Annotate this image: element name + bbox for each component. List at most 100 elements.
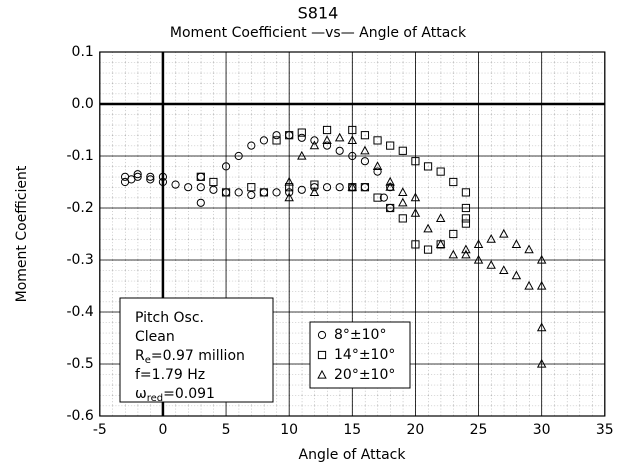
annotation-part: red: [147, 393, 163, 404]
marker: [322, 135, 332, 144]
marker: [461, 249, 471, 259]
marker: [284, 192, 294, 202]
x-tick-label: 15: [343, 422, 361, 438]
marker: [297, 185, 306, 194]
marker: [411, 240, 420, 249]
x-tick-label: 5: [222, 422, 231, 438]
x-tick-label: 30: [533, 422, 551, 438]
marker: [373, 136, 382, 145]
marker: [398, 214, 407, 223]
marker: [348, 151, 357, 161]
marker: [499, 265, 509, 274]
x-axis-label: Angle of Attack: [299, 447, 407, 463]
marker: [473, 254, 484, 264]
marker: [411, 157, 420, 166]
marker: [386, 203, 395, 213]
annotation-part: R: [135, 348, 145, 364]
marker: [171, 180, 180, 189]
marker: [524, 244, 534, 254]
marker: [347, 182, 358, 191]
y-tick-label: 0.0: [72, 96, 94, 112]
marker: [486, 234, 496, 243]
marker: [461, 219, 471, 228]
annotation: ωred=0.091: [135, 386, 215, 404]
x-tick-label: -5: [93, 422, 107, 438]
marker: [146, 172, 155, 181]
marker: [196, 183, 205, 192]
plot-frame: [99, 51, 606, 417]
marker: [272, 136, 281, 145]
marker: [317, 330, 327, 340]
marker: [309, 140, 320, 150]
y-tick-label: -0.4: [66, 304, 93, 320]
marker: [448, 249, 459, 259]
chart-subtitle: Moment Coefficient —vs— Angle of Attack: [170, 25, 467, 41]
marker: [360, 145, 370, 155]
marker: [511, 239, 522, 248]
marker: [247, 183, 256, 192]
marker: [536, 280, 547, 290]
marker: [133, 170, 142, 179]
marker: [221, 162, 231, 171]
marker: [297, 133, 306, 142]
marker: [423, 223, 433, 233]
annotation-part: e: [145, 355, 151, 366]
marker: [259, 188, 269, 197]
marker: [423, 162, 433, 171]
legend-label: 8°±10°: [334, 327, 386, 343]
annotation: Re=0.97 million: [135, 348, 245, 366]
x-tick-label: 35: [596, 422, 614, 438]
marker: [373, 193, 382, 202]
marker: [524, 280, 534, 290]
marker: [317, 369, 327, 379]
legend-label: 14°±10°: [334, 347, 395, 363]
marker: [209, 177, 218, 187]
marker: [398, 187, 408, 196]
marker: [133, 172, 142, 181]
marker: [285, 188, 294, 197]
marker: [158, 177, 168, 187]
marker: [158, 172, 168, 181]
marker: [146, 175, 155, 184]
marker: [297, 128, 306, 137]
marker: [536, 254, 547, 264]
marker: [285, 131, 294, 140]
marker: [511, 270, 522, 280]
x-tick-label: 20: [407, 422, 425, 438]
annotation-part: ω: [135, 386, 147, 402]
marker: [435, 239, 446, 248]
marker: [259, 136, 269, 145]
marker: [284, 176, 294, 186]
y-tick-label: -0.2: [66, 200, 93, 216]
y-tick-label: -0.6: [66, 408, 93, 424]
annotation-box: [119, 297, 274, 403]
annotation: Clean: [135, 329, 175, 345]
marker: [410, 192, 421, 202]
marker: [247, 141, 256, 150]
marker: [461, 203, 471, 213]
marker: [360, 131, 370, 140]
marker: [423, 245, 433, 254]
marker: [436, 167, 445, 176]
y-tick-label: 0.1: [72, 44, 94, 60]
marker: [461, 214, 471, 223]
marker: [209, 185, 218, 194]
y-tick-label: -0.3: [66, 252, 93, 268]
marker: [536, 358, 547, 368]
marker: [486, 260, 496, 269]
marker: [234, 151, 243, 161]
marker: [435, 213, 446, 222]
y-axis-label: Moment Coefficient: [14, 165, 30, 302]
legend-box: [309, 321, 411, 389]
marker: [322, 141, 332, 150]
x-tick-label: 25: [470, 422, 488, 438]
marker: [398, 146, 407, 155]
marker: [449, 229, 458, 239]
marker: [385, 176, 395, 186]
marker: [285, 183, 294, 192]
marker: [317, 350, 327, 360]
marker: [335, 183, 344, 192]
marker: [379, 193, 388, 202]
marker: [372, 161, 383, 170]
marker: [461, 244, 471, 254]
